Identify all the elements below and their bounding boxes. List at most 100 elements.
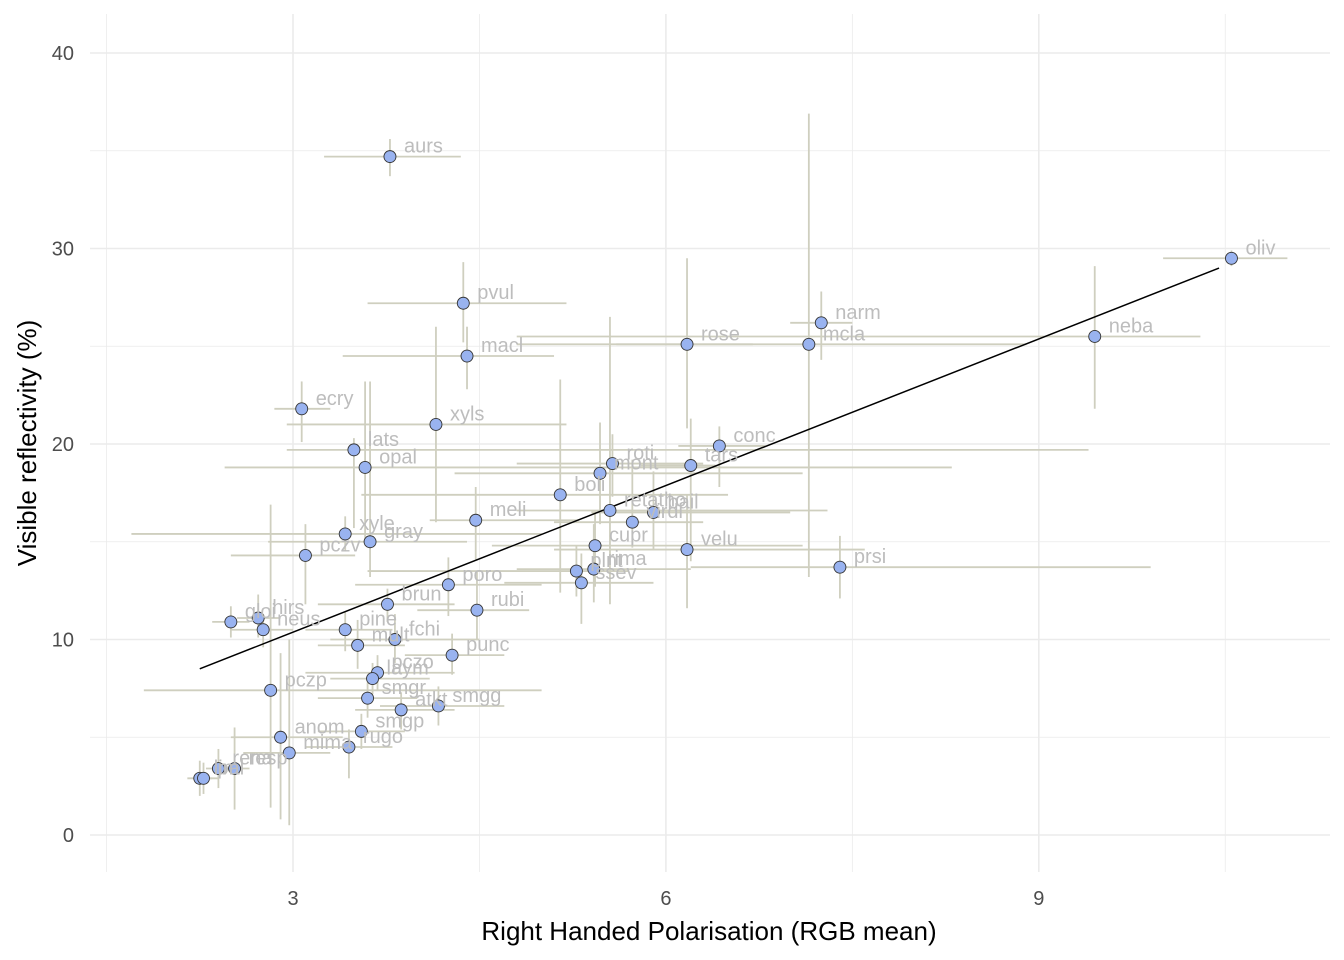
point-mcla [802,337,816,351]
point-labels: aurs oliv pvul narm neba rose mcla macl ecry xyls… [214,136,1276,780]
point-xyls [429,418,443,431]
point-pczv [298,548,312,562]
point-aurs [383,150,397,164]
point-oliv [1225,251,1238,265]
point-pvul [456,296,470,310]
point-resp [228,762,242,775]
point-label-resp: resp [249,748,288,770]
point-label-velu: velu [701,529,738,551]
point-label-pczv: pczv [319,534,360,556]
point-label-atkt: atkt [415,689,448,711]
point-virdi [625,515,639,529]
point-pal [197,771,210,785]
point-label-oliv: oliv [1245,237,1275,259]
point-label-opal: opal [379,446,417,468]
y-tick-label: 20 [52,434,74,456]
point-rubi [470,603,484,617]
point-label-tars: tars [705,445,738,467]
x-axis-ticks: 3 6 9 [287,888,1044,910]
point-label-fchi: fchi [409,619,440,641]
point-label-rubi: rubi [491,589,524,611]
point-label-xyls: xyls [450,403,484,425]
point-label-xyle: xyle [359,513,395,535]
point-label-boli: boli [574,474,605,496]
point-label-punc: punc [466,634,509,656]
point-pczp [264,683,278,697]
point-mont [593,466,607,480]
point-rima [587,562,601,576]
point-poro [441,578,455,592]
point-mult [351,638,365,652]
point-label-rena: rena [232,748,273,770]
point-label-smgp: smgp [375,710,424,732]
point-label-smgg: smgg [452,685,501,707]
point-label-pal: pal [218,757,245,779]
point-boli [553,488,567,502]
point-laym [366,672,380,686]
point-hirs [251,611,265,625]
point-label-retatho: retatho [624,489,686,511]
point-velu [680,543,694,557]
point-label-laym: laym [387,658,429,680]
point-rose [680,337,694,351]
point-brun [381,597,394,611]
point-ssev [574,576,588,590]
point-meli [469,513,483,527]
point-gloi [224,615,238,629]
data-points [193,150,1238,785]
point-label-ssev: ssev [595,562,636,584]
point-opal [358,461,372,474]
y-axis-title: Visible reflectivity (%) [12,320,42,567]
point-label-bail: bail [667,491,698,513]
point-punc [445,648,459,662]
point-label-gray: gray [384,521,423,543]
point-label-mult: mult [372,624,410,646]
point-rena [211,762,225,775]
point-label-neba: neba [1109,315,1154,337]
point-label-rugo: rugo [363,726,403,748]
point-lats [347,443,361,457]
point-label-hirs: hirs [272,597,304,619]
point-smgp [354,724,368,738]
point-fchi [388,633,402,646]
point-conc [712,439,726,453]
regression-line [199,267,1220,670]
point-label-brun: brun [401,583,441,605]
point-rugo [342,740,356,754]
point-ecry [295,402,309,416]
point-label-cupr: cupr [609,525,648,547]
point-label-pvul: pvul [477,282,514,304]
point-label-rima: rima [608,548,648,570]
point-macl [460,349,474,363]
point-gray [363,535,377,549]
point-neba [1088,330,1102,343]
point-mima [282,746,296,760]
point-label-pczo: pczo [392,652,434,674]
point-label-mima: mima [303,732,353,754]
point-label-smgr: smgr [382,677,427,699]
point-label-plnt: plnt [590,550,623,572]
point-label-mcla: mcla [823,323,866,345]
x-tick-label: 3 [287,888,298,910]
point-narm [814,316,828,330]
fit-line-group [199,267,1220,670]
point-label-gloi: gloi [245,601,276,623]
point-label-macl: macl [481,335,523,357]
point-tars [684,459,698,472]
point-xyle [338,527,352,541]
point-anom [274,730,288,744]
y-axis-ticks: 0 10 20 30 40 [52,43,74,847]
point-label-mont: mont [614,452,659,474]
point-label-aurs: aurs [404,136,443,158]
point-atkt [394,703,408,717]
point-label-rose: rose [701,323,740,345]
point-label-poro: poro [462,564,502,586]
point-label-virdi: virdi [646,501,683,523]
point-prsi [833,560,847,574]
point-label-conc: conc [733,425,775,447]
point-smgr [361,691,375,705]
y-tick-label: 30 [52,239,74,261]
point-label-roti: roti [626,443,654,465]
point-label-neus: neus [277,609,320,631]
